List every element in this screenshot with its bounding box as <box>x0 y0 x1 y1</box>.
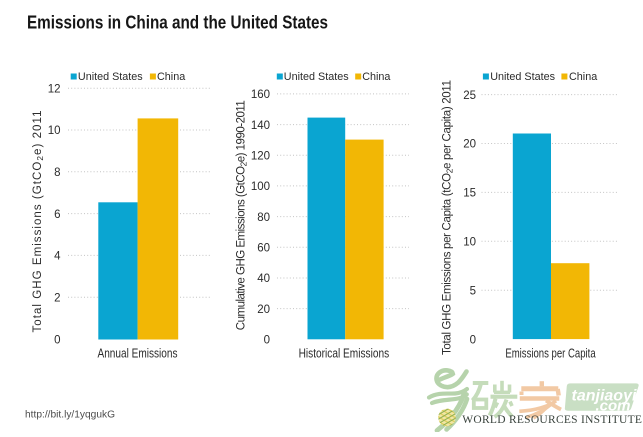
svg-text:10: 10 <box>463 237 476 249</box>
svg-text:0: 0 <box>54 334 60 346</box>
svg-text:United States: United States <box>284 71 349 83</box>
svg-text:140: 140 <box>251 120 270 132</box>
svg-text:0: 0 <box>470 334 476 346</box>
svg-text:Historical Emissions: Historical Emissions <box>299 347 390 361</box>
svg-text:Total GHG Emissions (GtCO2e) 2: Total GHG Emissions (GtCO2e) 2011 <box>32 111 45 333</box>
svg-text:Emissions per Capita: Emissions per Capita <box>505 347 595 361</box>
svg-text:WORLD RESOURCES INSTITUTE: WORLD RESOURCES INSTITUTE <box>462 414 642 426</box>
svg-text:Cumulative GHG Emissions (GtCO: Cumulative GHG Emissions (GtCO2e) 1990-2… <box>236 100 249 330</box>
svg-text:United States: United States <box>78 71 143 83</box>
svg-text:15: 15 <box>463 188 476 200</box>
svg-text:60: 60 <box>257 243 270 255</box>
svg-text:Total GHG Emissions per Capita: Total GHG Emissions per Capita (tCO2e pe… <box>442 80 455 355</box>
svg-text:tanjiaoyi: tanjiaoyi <box>572 387 637 404</box>
svg-text:120: 120 <box>251 151 270 163</box>
svg-text:80: 80 <box>257 212 270 224</box>
svg-text:40: 40 <box>257 273 270 285</box>
svg-text:Annual Emissions: Annual Emissions <box>98 347 178 361</box>
svg-text:China: China <box>157 71 185 83</box>
svg-text:0: 0 <box>264 335 270 347</box>
svg-text:5: 5 <box>470 285 476 297</box>
svg-text:United States: United States <box>490 71 555 83</box>
svg-text:4: 4 <box>54 251 61 263</box>
svg-text:10: 10 <box>48 125 61 137</box>
svg-text:100: 100 <box>251 181 270 193</box>
svg-text:160: 160 <box>251 89 270 101</box>
svg-text:China: China <box>569 71 597 83</box>
svg-text:6: 6 <box>54 209 60 221</box>
svg-text:20: 20 <box>257 304 270 316</box>
svg-text:20: 20 <box>463 139 476 151</box>
svg-text:12: 12 <box>48 83 61 95</box>
svg-text:China: China <box>362 71 390 83</box>
svg-text:.com: .com <box>595 397 630 414</box>
svg-text:http://bit.ly/1yqgukG: http://bit.ly/1yqgukG <box>25 410 115 421</box>
svg-text:2: 2 <box>54 293 60 305</box>
svg-text:25: 25 <box>463 90 476 102</box>
svg-text:8: 8 <box>54 167 60 179</box>
svg-text:Emissions in China and the Uni: Emissions in China and the United States <box>27 13 328 33</box>
